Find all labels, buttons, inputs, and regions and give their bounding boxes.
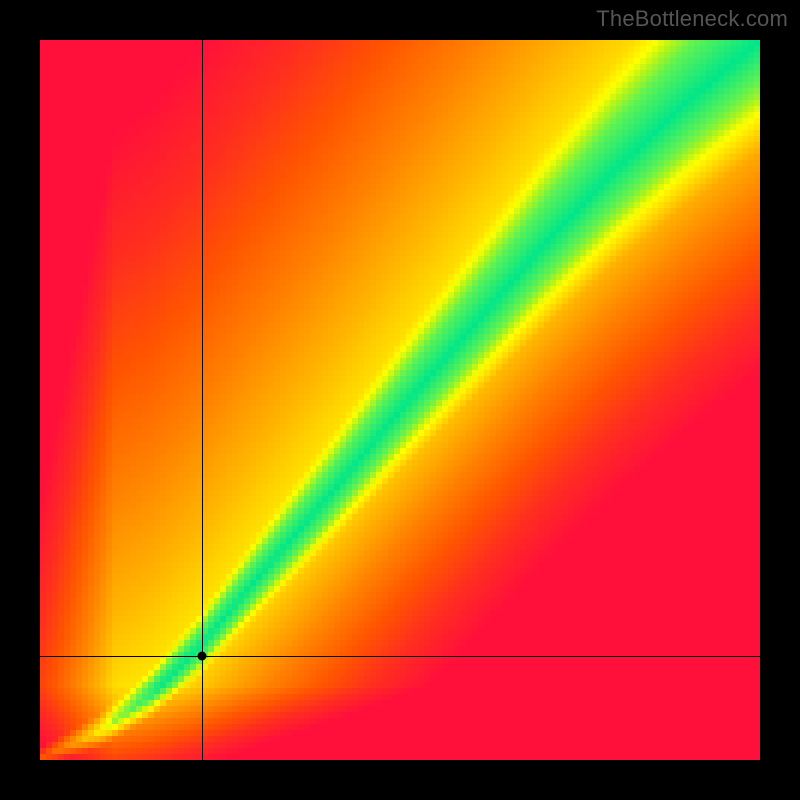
watermark-text: TheBottleneck.com: [596, 6, 788, 32]
heatmap-canvas: [40, 40, 760, 760]
heatmap-plot: [40, 40, 760, 760]
